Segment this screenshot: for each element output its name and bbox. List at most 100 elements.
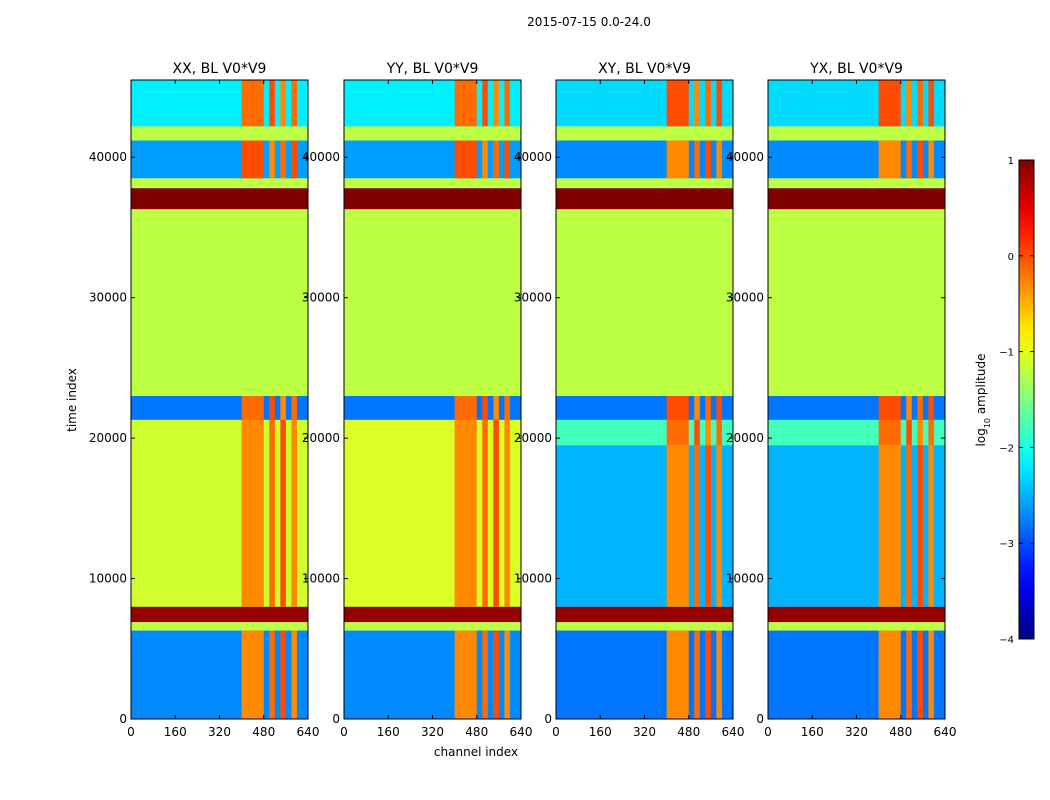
rfi-band [906,395,912,420]
rfi-band [454,395,477,420]
x-tick-label: 480 [465,725,488,739]
y-tick-label: 20000 [302,431,340,445]
rfi-band [906,445,912,607]
y-tick-label: 20000 [726,431,764,445]
panel-title: YX, BL V0*V9 [809,61,903,77]
rfi-band [917,140,923,179]
rfi-band [241,419,264,607]
x-tick-label: 160 [801,725,824,739]
rfi-band [454,419,477,607]
y-tick-label: 30000 [302,291,340,305]
rfi-band [716,419,722,446]
rfi-band [269,80,275,127]
y-tick-label: 10000 [89,572,127,586]
heatmap-block [131,630,308,719]
rfi-band [666,140,689,179]
heatmap-block [131,178,308,189]
x-tick-label: 480 [252,725,275,739]
heatmap-block [768,630,945,719]
rfi-band [705,445,711,607]
y-tick-label: 30000 [89,291,127,305]
x-tick-label: 640 [510,725,533,739]
rfi-band [716,140,722,179]
figure-title: 2015-07-15 0.0-24.0 [527,15,651,29]
rfi-band [694,445,700,607]
rfi-band [928,395,934,420]
rfi-band [666,419,689,446]
rfi-band [917,80,923,127]
heatmap-block [556,606,733,623]
rfi-band [878,80,901,127]
x-tick-label: 640 [297,725,320,739]
rfi-band [878,140,901,179]
rfi-band [280,395,286,420]
rfi-band [482,140,488,179]
heatmap-block [556,80,733,127]
colorbar-tick-label: 0 [1008,252,1014,263]
rfi-band [504,395,510,420]
heatmap-block [556,140,733,179]
heatmap-block [768,140,945,179]
heatmap-block [344,140,521,179]
heatmap-block [768,80,945,127]
heatmap-block [344,80,521,127]
rfi-band [878,395,901,420]
y-tick-label: 30000 [514,291,552,305]
heatmap-block [768,209,945,396]
rfi-band [705,630,711,719]
rfi-band [280,630,286,719]
rfi-band [454,140,477,179]
heatmap-block [768,188,945,210]
heatmap-block [131,419,308,607]
panels: XX, BL V0*V9 0 160 320 480 640 0 10000 20000 3000… [89,61,957,739]
colorbar: −4 −3 −2 −1 0 1 log10 amplitude [974,156,1035,646]
y-tick-label: 20000 [514,431,552,445]
rfi-band [269,140,275,179]
rfi-band [917,419,923,446]
panel-title: YY, BL V0*V9 [386,61,479,77]
x-tick-label: 0 [340,725,348,739]
rfi-band [878,419,901,446]
y-axis-label: time index [65,368,79,432]
rfi-band [694,630,700,719]
heatmap-block [344,126,521,141]
heatmap-block [344,622,521,631]
rfi-band [716,80,722,127]
rfi-band [493,80,499,127]
rfi-band [291,395,297,420]
x-axis-label: channel index [434,745,518,759]
rfi-band [291,419,297,607]
rfi-band [906,419,912,446]
x-tick-label: 160 [377,725,400,739]
rfi-band [906,80,912,127]
heatmap-block [556,188,733,210]
heatmap-block [556,126,733,141]
heatmap-block [344,178,521,189]
panel-3: XY, BL V0*V9 0 160 320 480 640 0 10000 20000 3000… [514,61,745,739]
rfi-band [241,630,264,719]
y-tick-label: 30000 [726,291,764,305]
rfi-band [917,445,923,607]
rfi-band [269,395,275,420]
heatmap-block [556,630,733,719]
rfi-band [928,140,934,179]
heatmap-block [556,445,733,607]
heatmap [131,80,308,719]
heatmap-block [556,419,733,446]
heatmap-block [768,445,945,607]
panel-title: XY, BL V0*V9 [598,61,691,77]
y-tick-label: 0 [119,712,127,726]
rfi-band [917,630,923,719]
colorbar-scale [1018,159,1035,640]
x-tick-label: 160 [164,725,187,739]
rfi-band [454,80,477,127]
rfi-band [705,395,711,420]
heatmap-block [131,140,308,179]
x-tick-label: 480 [889,725,912,739]
rfi-band [291,80,297,127]
colorbar-label: log10 amplitude [974,354,992,447]
rfi-band [493,395,499,420]
rfi-band [928,419,934,446]
panel-title: XX, BL V0*V9 [173,61,267,77]
